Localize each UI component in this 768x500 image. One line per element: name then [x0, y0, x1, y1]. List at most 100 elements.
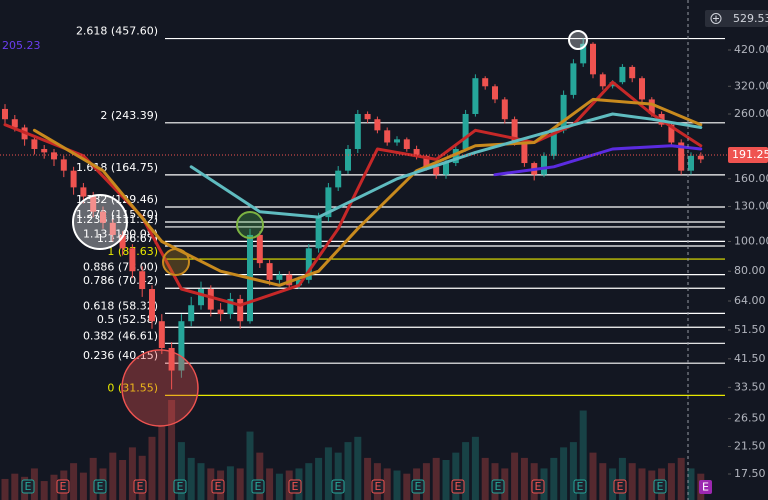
earnings-letter: E	[335, 480, 342, 493]
volume-bar	[618, 457, 626, 500]
volume-bar	[393, 470, 401, 500]
volume-bar	[266, 468, 274, 500]
volume-bar	[197, 463, 205, 500]
volume-bar	[128, 447, 136, 500]
candle-body	[648, 99, 655, 114]
earnings-letter: E	[617, 480, 624, 493]
candle-body	[276, 274, 283, 280]
volume-bar	[599, 463, 607, 500]
candle-body	[90, 196, 97, 212]
fib-label: 0.786 (70.42)	[83, 274, 158, 287]
earnings-letter: E	[702, 481, 709, 494]
earnings-badge	[573, 479, 587, 494]
candle-body	[256, 234, 263, 264]
volume-bar	[579, 410, 587, 500]
volume-bar	[1, 478, 9, 500]
candle-body	[472, 78, 479, 114]
candle-body	[345, 148, 351, 171]
y-tick-label: 320.00	[734, 79, 768, 92]
y-tick-label: 260.00	[734, 107, 768, 120]
earnings-badge	[653, 479, 667, 494]
candle-body	[413, 148, 420, 156]
fib-label: 1.1 (96.67)	[97, 232, 158, 245]
volume-bar	[383, 468, 391, 500]
volume-bar	[11, 473, 19, 500]
earnings-badge	[613, 479, 627, 494]
fib-label: 1.13 (100.08)	[83, 227, 158, 240]
candle-body	[678, 142, 685, 171]
candle-body	[629, 66, 636, 79]
candle-body	[560, 94, 567, 131]
y-tick-label: 26.50	[734, 412, 766, 425]
candle-body	[100, 211, 106, 223]
volume-bar	[256, 452, 264, 500]
earnings-badge	[491, 479, 505, 494]
volume-bar	[687, 468, 695, 500]
crosshair-tag	[705, 10, 768, 27]
fib-label: 0.236 (40.15)	[83, 349, 158, 362]
highlight-circle	[162, 248, 190, 276]
ma-layer	[3, 80, 703, 307]
volume-bar	[315, 457, 323, 500]
earnings-badge	[173, 479, 187, 494]
fib-label: 0.618 (58.32)	[83, 299, 158, 312]
crosshair-plus	[710, 13, 722, 24]
volume-bar	[305, 463, 313, 500]
y-tick-label: 80.00	[734, 264, 766, 277]
earnings-letter: E	[577, 480, 584, 493]
volume-bar	[177, 442, 185, 500]
moving-average	[3, 80, 703, 307]
volume-bar	[70, 463, 78, 500]
moving-average	[189, 112, 703, 219]
candle-body	[149, 289, 155, 322]
candle-body	[31, 139, 38, 149]
earnings-badge	[451, 479, 465, 494]
earnings-letter: E	[215, 480, 222, 493]
candle-body	[452, 148, 459, 164]
candle-body	[639, 78, 645, 100]
volume-bar	[354, 436, 362, 500]
y-tick-label: 17.50	[734, 467, 766, 480]
candle-body	[550, 130, 557, 156]
candle-body	[129, 248, 136, 272]
volume-bar	[452, 452, 460, 500]
candle-body	[501, 99, 508, 120]
fib-label: 0.382 (46.61)	[83, 329, 158, 342]
earnings-letter: E	[375, 480, 382, 493]
candle-body	[305, 248, 312, 280]
volume-bar	[667, 463, 675, 500]
earnings-letter: E	[25, 480, 32, 493]
candle-body	[109, 222, 116, 235]
volume-bar	[226, 466, 234, 500]
volume-bar	[569, 442, 577, 500]
candle-body	[521, 142, 528, 164]
y-tick-label: 64.00	[734, 294, 766, 307]
earnings-badge	[251, 479, 265, 494]
indicator-value: 205.23	[2, 39, 41, 52]
earnings-letter: E	[657, 480, 664, 493]
candle-body	[599, 74, 606, 87]
highlight-circle	[568, 30, 588, 50]
candle-body	[266, 263, 273, 280]
volume-bar	[275, 473, 283, 500]
y-tick-label: 21.50	[734, 440, 766, 453]
volume-bar	[501, 468, 509, 500]
earnings-letter: E	[292, 480, 299, 493]
crosshair-plus	[713, 15, 719, 22]
candle-body	[60, 159, 67, 171]
candle-body	[207, 289, 214, 310]
earnings-badge	[331, 479, 345, 494]
candle-body	[158, 321, 165, 348]
moving-average	[493, 144, 703, 177]
volume-bar	[677, 457, 685, 500]
volume-bar	[442, 460, 450, 500]
candle-body	[492, 86, 498, 100]
volume-bar	[236, 468, 244, 500]
y-tick-label: 33.50	[734, 380, 766, 393]
y-tick-label: 100.00	[734, 234, 768, 247]
volume-bar	[246, 431, 254, 500]
fib-label: 0.886 (78.00)	[83, 261, 158, 274]
